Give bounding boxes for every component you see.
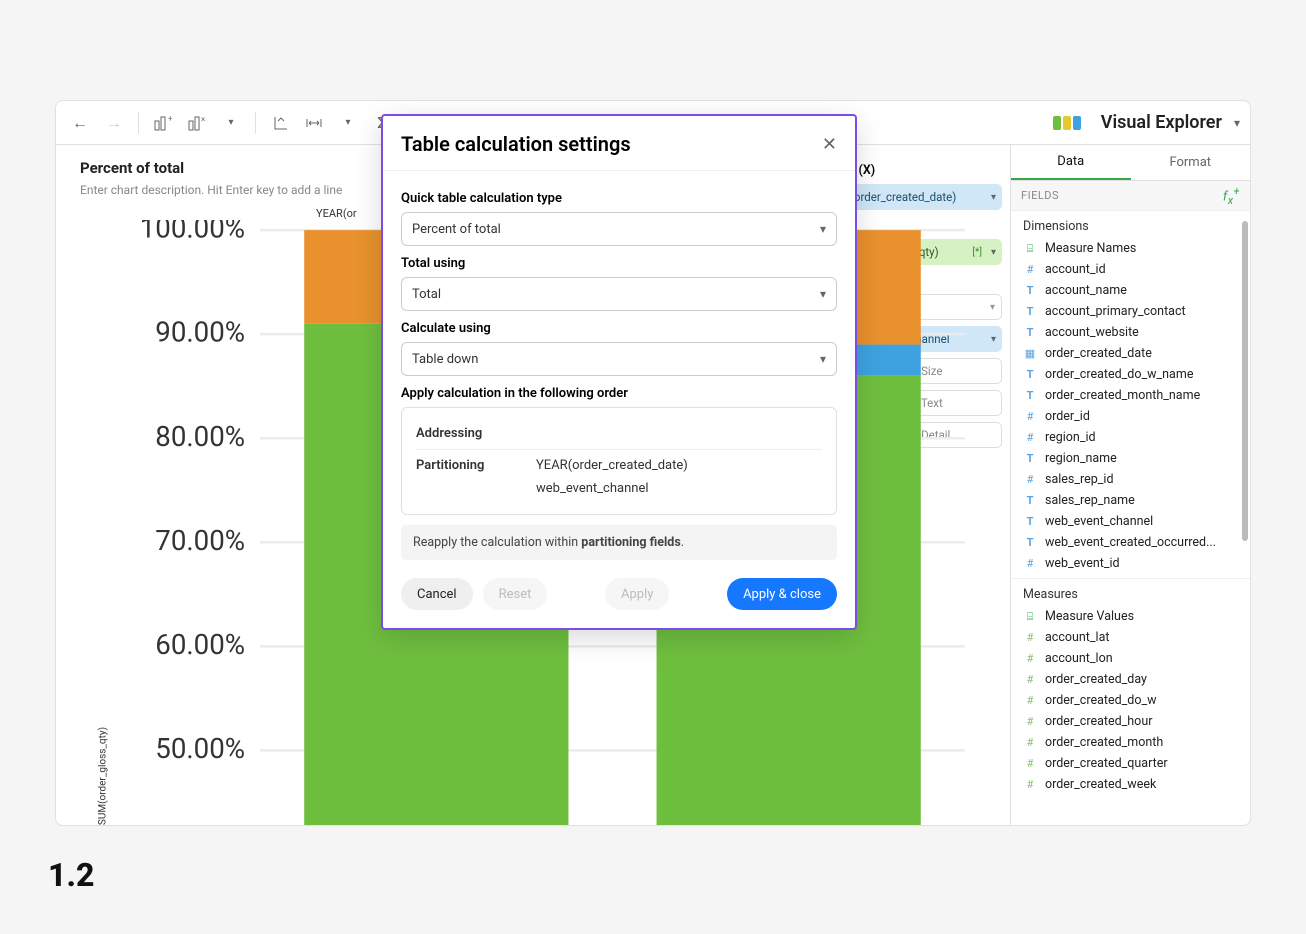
visual-explorer-logo [1053, 113, 1089, 133]
field-account_name[interactable]: Taccount_name [1011, 280, 1250, 301]
field-account_lat[interactable]: #account_lat [1011, 627, 1250, 648]
field-sales_rep_name[interactable]: Tsales_rep_name [1011, 490, 1250, 511]
field-order_created_hour[interactable]: #order_created_hour [1011, 711, 1250, 732]
info-strip: Reapply the calculation within partition… [401, 525, 837, 560]
svg-text:50.00%: 50.00% [155, 732, 245, 765]
reset-button[interactable]: Reset [483, 578, 548, 610]
apply-order-label: Apply calculation in the following order [401, 386, 837, 401]
total-using-value: Total [412, 287, 441, 302]
add-chart-icon[interactable]: + [149, 109, 177, 137]
field-account_website[interactable]: Taccount_website [1011, 322, 1250, 343]
addressing-label: Addressing [416, 426, 536, 441]
field-region_name[interactable]: Tregion_name [1011, 448, 1250, 469]
swap-axes-icon[interactable] [266, 109, 294, 137]
apply-order-box: Addressing PartitioningYEAR(order_create… [401, 407, 837, 515]
total-using-label: Total using [401, 256, 837, 271]
modal-title: Table calculation settings [401, 132, 631, 156]
field-Measure Values[interactable]: ⌸Measure Values [1011, 606, 1250, 627]
field-order_created_do_w_name[interactable]: Torder_created_do_w_name [1011, 364, 1250, 385]
forward-icon[interactable]: → [100, 109, 128, 137]
svg-text:×: × [201, 115, 205, 124]
cancel-button[interactable]: Cancel [401, 578, 473, 610]
field-account_primary_contact[interactable]: Taccount_primary_contact [1011, 301, 1250, 322]
fields-sidebar: Data Format FIELDS fx+ Dimensions ⌸Measu… [1010, 145, 1250, 825]
sidebar-scrollbar[interactable] [1242, 221, 1248, 541]
field-region_id[interactable]: #region_id [1011, 427, 1250, 448]
svg-text:100.00%: 100.00% [140, 220, 245, 245]
svg-text:+: + [168, 115, 172, 123]
calculate-using-value: Table down [412, 352, 478, 367]
back-icon[interactable]: ← [66, 109, 94, 137]
version-stamp: 1.2 [48, 856, 94, 894]
partitioning-value-1: web_event_channel [536, 481, 822, 496]
svg-text:60.00%: 60.00% [155, 628, 245, 661]
x-axis-section: ns (X) [842, 163, 1002, 178]
chevron-down-icon[interactable]: ▾ [1234, 116, 1240, 130]
x-axis-pill[interactable]: (order_created_date) ▾ [842, 184, 1002, 210]
field-account_lon[interactable]: #account_lon [1011, 648, 1250, 669]
quick-calc-label: Quick table calculation type [401, 191, 837, 206]
y-axis-label: SUM(order_gloss_qty) [98, 727, 109, 825]
close-icon[interactable]: ✕ [822, 134, 837, 155]
field-web_event_id[interactable]: #web_event_id [1011, 553, 1250, 574]
table-calc-settings-modal: Table calculation settings ✕ Quick table… [381, 114, 857, 630]
total-using-select[interactable]: Total ▾ [401, 277, 837, 311]
measures-heading: Measures [1011, 578, 1250, 606]
apply-close-button[interactable]: Apply & close [727, 578, 837, 610]
field-order_created_quarter[interactable]: #order_created_quarter [1011, 753, 1250, 774]
field-order_id[interactable]: #order_id [1011, 406, 1250, 427]
fit-width-icon[interactable] [300, 109, 328, 137]
svg-text:70.00%: 70.00% [155, 524, 245, 557]
field-web_event_created_occurred...[interactable]: Tweb_event_created_occurred... [1011, 532, 1250, 553]
tab-format[interactable]: Format [1131, 145, 1251, 180]
chevron-down-icon[interactable]: ▾ [334, 109, 362, 137]
field-order_created_month[interactable]: #order_created_month [1011, 732, 1250, 753]
chevron-down-icon[interactable]: ▾ [217, 109, 245, 137]
field-order_created_week[interactable]: #order_created_week [1011, 774, 1250, 795]
calculate-using-label: Calculate using [401, 321, 837, 336]
visual-explorer-title[interactable]: Visual Explorer [1101, 112, 1222, 133]
field-order_created_month_name[interactable]: Torder_created_month_name [1011, 385, 1250, 406]
chevron-down-icon: ▾ [820, 352, 826, 366]
field-web_event_channel[interactable]: Tweb_event_channel [1011, 511, 1250, 532]
pill-label: (order_created_date) [850, 190, 956, 204]
apply-button[interactable]: Apply [605, 578, 669, 610]
field-order_created_date[interactable]: ▦order_created_date [1011, 343, 1250, 364]
partitioning-value-0: YEAR(order_created_date) [536, 458, 822, 473]
quick-calc-value: Percent of total [412, 222, 501, 237]
calculate-using-select[interactable]: Table down ▾ [401, 342, 837, 376]
field-account_id[interactable]: #account_id [1011, 259, 1250, 280]
remove-chart-icon[interactable]: × [183, 109, 211, 137]
field-sales_rep_id[interactable]: #sales_rep_id [1011, 469, 1250, 490]
field-Measure Names[interactable]: ⌸Measure Names [1011, 238, 1250, 259]
field-order_created_do_w[interactable]: #order_created_do_w [1011, 690, 1250, 711]
chevron-down-icon: ▾ [820, 287, 826, 301]
add-calc-field-icon[interactable]: fx+ [1223, 185, 1240, 207]
tab-data[interactable]: Data [1011, 145, 1131, 180]
quick-calc-select[interactable]: Percent of total ▾ [401, 212, 837, 246]
svg-text:80.00%: 80.00% [155, 420, 245, 453]
svg-text:90.00%: 90.00% [155, 316, 245, 349]
field-order_created_day[interactable]: #order_created_day [1011, 669, 1250, 690]
partitioning-label: Partitioning [416, 458, 536, 473]
chevron-down-icon[interactable]: ▾ [991, 192, 996, 203]
fields-header: FIELDS [1021, 189, 1059, 202]
dimensions-heading: Dimensions [1011, 211, 1250, 238]
chevron-down-icon: ▾ [820, 222, 826, 236]
